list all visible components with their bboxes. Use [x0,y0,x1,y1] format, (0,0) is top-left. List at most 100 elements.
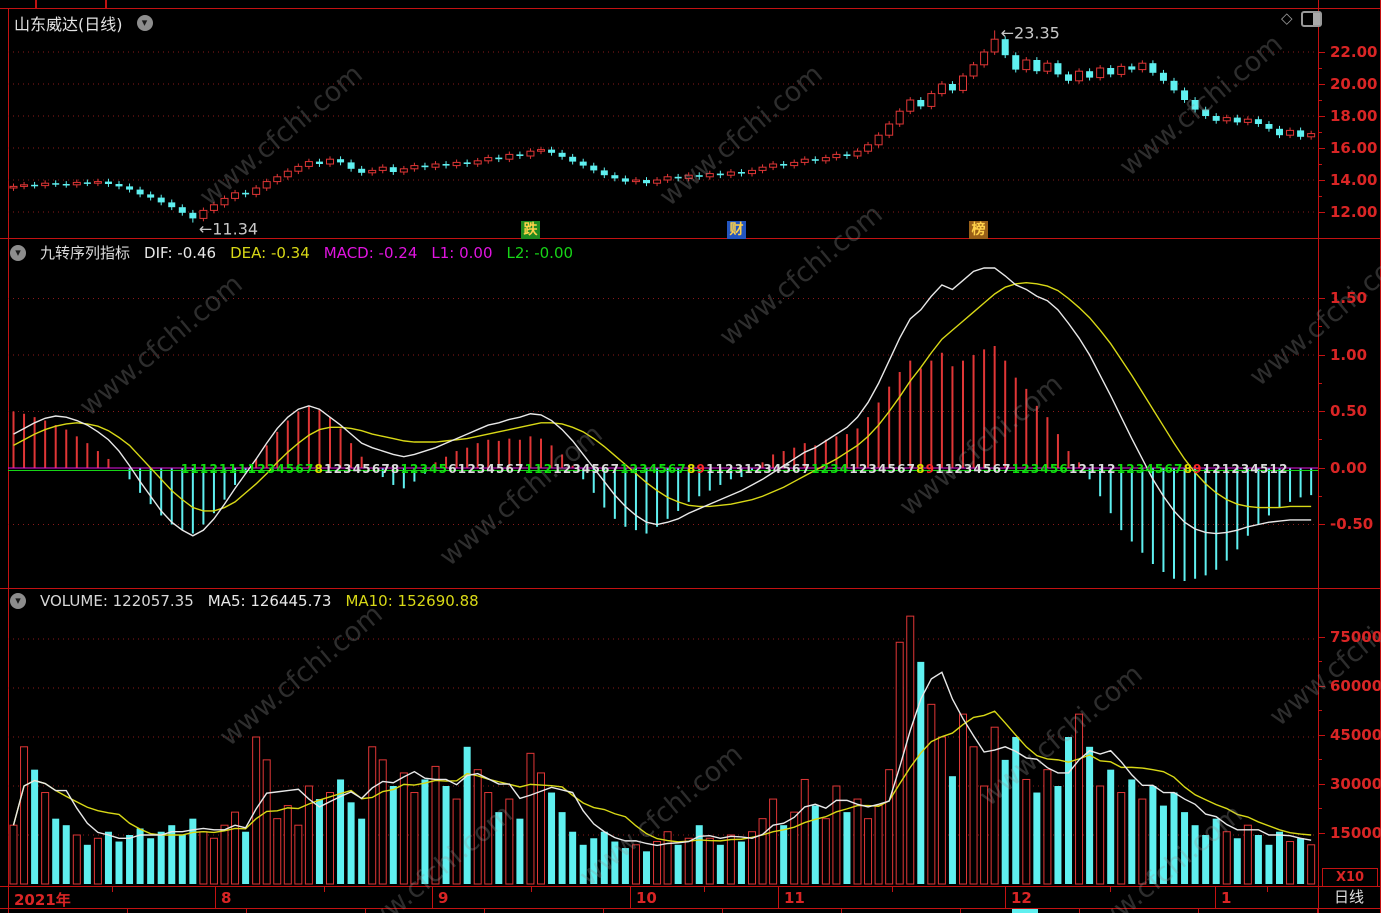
dea-line [13,281,1312,512]
hot-badge[interactable]: 榜 [969,221,988,239]
period-label[interactable]: 日线 [1333,888,1364,906]
volume-bar-up [1117,792,1126,885]
candle-body-up [262,181,271,189]
candle-body-down [168,202,176,208]
candle-body-down [516,154,524,156]
candle-body-down [242,192,250,195]
candle-body-up [431,163,440,168]
sequence-number: 5 [1260,462,1268,476]
volume-bar-up [294,824,303,885]
candle-body-down [1191,100,1199,110]
candle-body-down [917,100,925,107]
axis-minor-tick [1318,661,1322,662]
hot-badge[interactable]: 跌 [521,221,540,239]
top-tick-1 [35,0,37,8]
candle-body-down [31,184,39,187]
candle-body-down [621,178,629,182]
candle-body-up [895,110,904,125]
bottom-band-cell-border [246,909,247,913]
volume-bar-up [821,818,830,885]
sequence-number: 8 [391,462,399,476]
volume-bar-up [631,844,640,885]
volume-bar-up [990,726,999,885]
candle-body-down [83,182,91,184]
volume-bar-down [569,831,577,884]
sequence-number: 2 [1279,462,1287,476]
sequence-number: 5 [362,462,370,476]
candle-body-up [769,163,778,168]
volume-bar-down [168,825,176,884]
candle-body-up [20,184,29,187]
candle-body-up [220,197,229,206]
sequence-number: 5 [1050,462,1058,476]
volume-bar-up [273,818,282,885]
hot-badge[interactable]: 财 [727,221,746,239]
axis-tick [1318,784,1325,785]
sequence-number: 1 [181,462,189,476]
sequence-number: 7 [515,462,523,476]
chevron-down-icon[interactable]: ▾ [136,15,153,31]
volume-panel-header: ▾ VOLUME: 122057.35 MA5: 126445.73 MA10:… [10,592,487,610]
l2-value: L2: -0.00 [506,243,574,262]
volume-bar-up [1222,831,1231,885]
sequence-number: 5 [286,462,294,476]
sequence-number: 6 [448,462,456,476]
candle-body-down [1297,130,1305,137]
sequence-number: 3 [830,462,838,476]
chevron-down-icon[interactable]: ▾ [10,244,26,261]
frame-top [0,8,1381,9]
chevron-down-icon[interactable]: ▾ [10,593,26,609]
candle-body-up [631,179,640,183]
axis-tick [1318,148,1325,149]
candle-body-down [1065,74,1072,81]
candle-body-up [758,166,767,171]
candle-body-down [178,207,186,213]
price-axis-label: 12.00 [1330,203,1378,221]
bottom-band-cell-border [841,909,842,913]
axis-minor-tick [1318,808,1322,809]
volume-bar-up [864,818,873,885]
page-title[interactable]: 山东威达(日线) [14,15,123,34]
panel-layout-icon[interactable] [1301,11,1322,27]
month-mid-tick [1267,886,1268,892]
candle-body-down [147,194,155,198]
month-mid-tick [324,886,325,892]
candle-body-down [136,189,144,195]
price-axis-label: 22.00 [1330,43,1378,61]
bottom-band-cell-border [1198,909,1199,913]
candle-body-up [294,165,303,172]
candle-body-down [315,161,323,164]
bottom-band-cell-border [127,909,128,913]
volume-bar-down [189,818,197,884]
candle-body-up [980,51,989,66]
candle-body-down [115,184,123,187]
axis-minor-tick [1318,196,1322,197]
sequence-number: 7 [611,462,619,476]
bottom-band-cell-border [960,909,961,913]
separator-indicator-volume [0,588,1381,589]
candle-body-up [1138,62,1147,71]
sequence-number: 1 [1012,462,1020,476]
volume-bar-down [548,792,556,884]
sequence-number: 2 [257,462,265,476]
axis-minor-tick [1318,326,1322,327]
candle-body-down [1202,109,1210,116]
candle-body-down [579,161,587,166]
volume-bar-up [20,746,29,885]
volume-bar-down [83,844,91,884]
candle-body-up [927,93,936,107]
volume-bar-down [389,786,397,884]
sequence-number: 3 [477,462,485,476]
month-separator [1005,886,1006,908]
sequence-number: 1 [190,462,198,476]
indicator-name[interactable]: 九转序列指标 [40,244,131,262]
sequence-number: 8 [687,462,695,476]
axis-minor-tick [1318,164,1322,165]
diamond-icon[interactable]: ◇ [1281,9,1293,27]
volume-bar-down [1065,737,1072,884]
volume-bar-up [895,641,904,885]
candle-body-up [1117,65,1126,75]
volume-bar-up [93,837,102,885]
sequence-number: 1 [849,462,857,476]
